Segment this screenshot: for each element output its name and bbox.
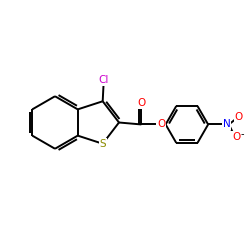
Text: O: O — [157, 120, 166, 130]
Text: N: N — [222, 120, 230, 130]
Text: Cl: Cl — [98, 75, 109, 85]
Text: O: O — [232, 132, 240, 142]
Text: O: O — [235, 112, 243, 122]
Text: S: S — [100, 139, 106, 149]
Text: -: - — [241, 130, 244, 140]
Text: O: O — [137, 98, 145, 108]
